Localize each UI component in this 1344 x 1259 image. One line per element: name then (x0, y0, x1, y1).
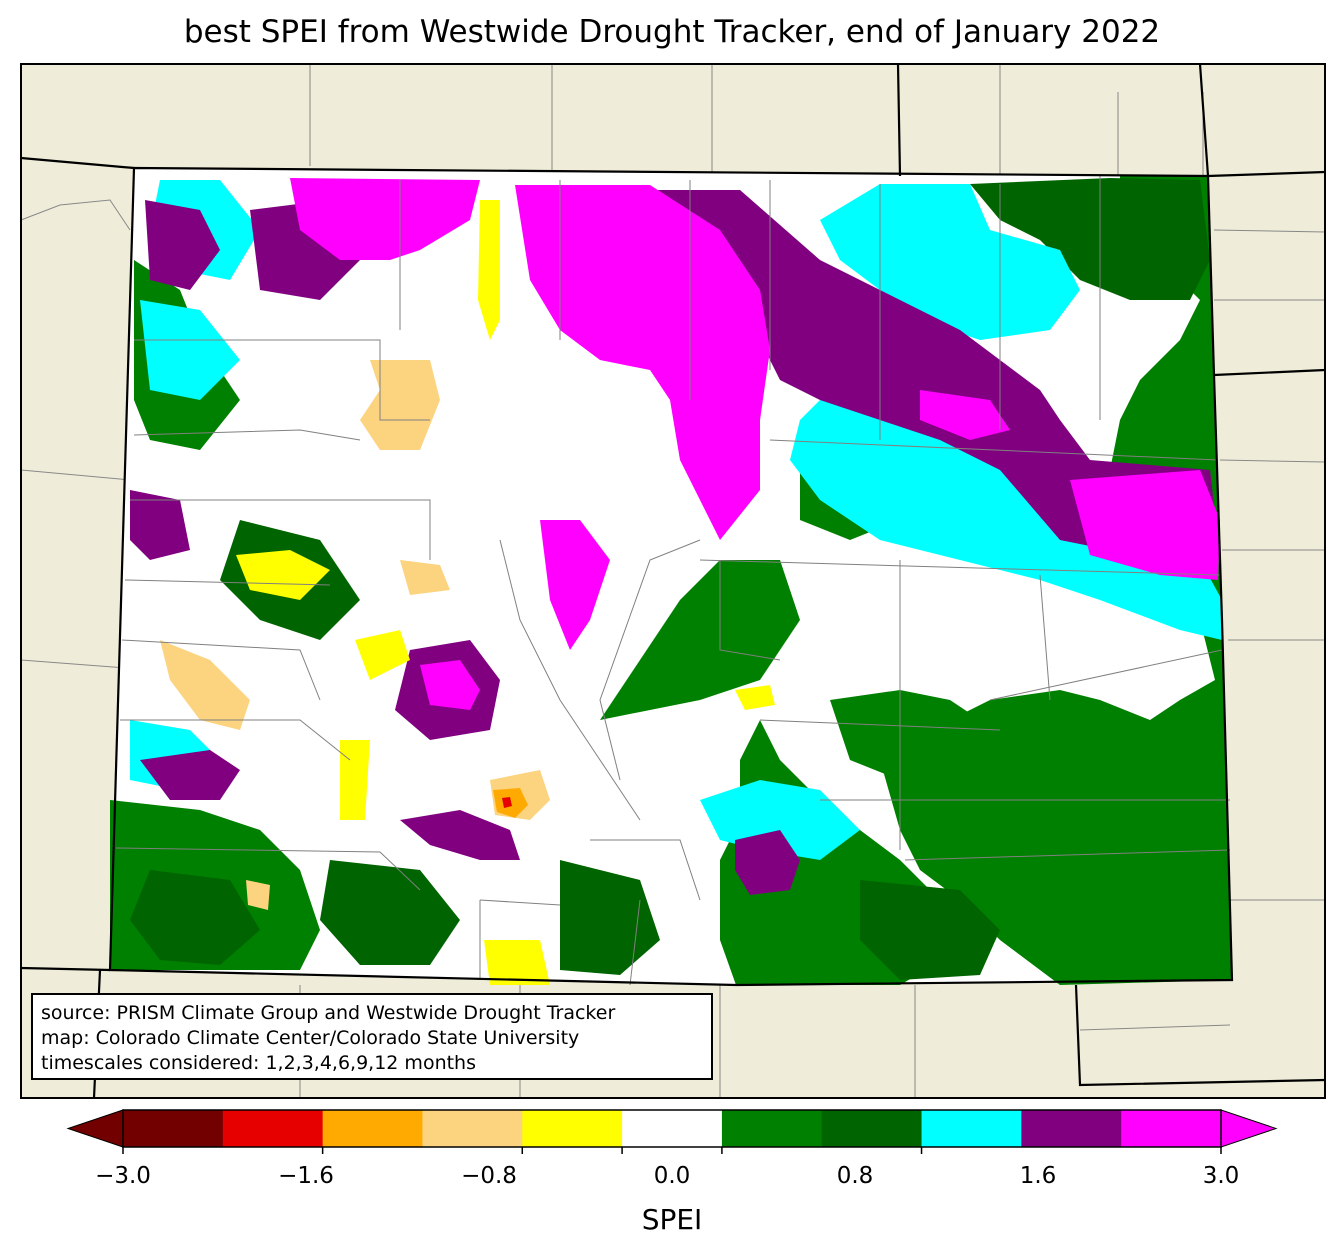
colorbar-bin (322, 1110, 423, 1147)
colorbar-tick-label: 1.6 (1019, 1163, 1057, 1189)
map-title: best SPEI from Westwide Drought Tracker,… (183, 14, 1161, 50)
colorbar-outline (122, 1109, 1222, 1148)
colorbar-bin (622, 1110, 723, 1147)
colorbar-tick-label: −3.0 (95, 1163, 151, 1189)
colorbar-over-extension (1220, 1109, 1278, 1148)
colorbar-tick-label: 0.0 (653, 1163, 691, 1189)
colorbar-tick-label: 3.0 (1202, 1163, 1240, 1189)
colorbar (66, 1109, 1278, 1154)
timescales-line: timescales considered: 1,2,3,4,6,9,12 mo… (41, 1052, 476, 1074)
colorbar-bin (123, 1110, 224, 1147)
map-credit-line: map: Colorado Climate Center/Colorado St… (41, 1027, 580, 1049)
colorado-county-lines (115, 176, 1231, 986)
spei-yellow-regions (236, 200, 775, 985)
colorbar-tick-label: −1.6 (278, 1163, 334, 1189)
colorbar-bin (222, 1110, 324, 1147)
colorbar-bin (721, 1110, 823, 1147)
colorbar-bin (1021, 1110, 1122, 1147)
colorbar-bin (821, 1110, 923, 1147)
map-frame (20, 63, 1326, 1099)
colorbar-label: SPEI (641, 1203, 703, 1236)
colorbar-tick-label: 0.8 (836, 1163, 874, 1189)
colorbar-bin (422, 1110, 523, 1147)
spei-magenta-regions (290, 178, 1220, 710)
colorbar-under-extension (66, 1109, 124, 1148)
spei-red-region (502, 797, 512, 808)
source-info-box: source: PRISM Climate Group and Westwide… (31, 993, 713, 1080)
spei-purple-regions (130, 190, 1218, 895)
colorbar-bin (921, 1110, 1022, 1147)
colorbar-bin (1121, 1110, 1222, 1147)
source-line: source: PRISM Climate Group and Westwide… (41, 1002, 616, 1024)
colorbar-tick-label: −0.8 (461, 1163, 517, 1189)
colorbar-bin (522, 1110, 623, 1147)
